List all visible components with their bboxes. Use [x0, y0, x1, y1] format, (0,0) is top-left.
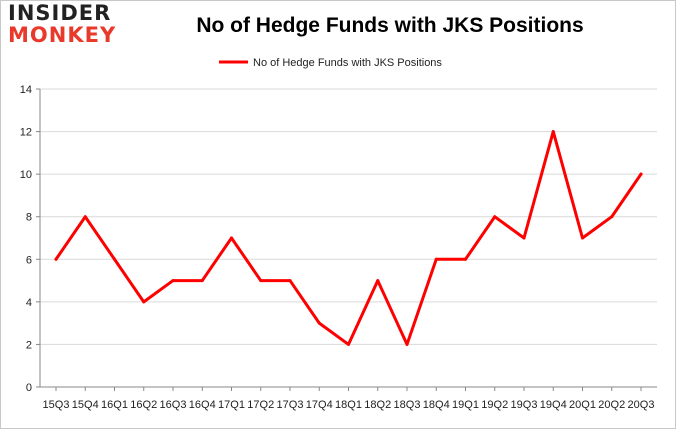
x-tick-label: 19Q3: [511, 399, 538, 411]
data-point: [230, 236, 233, 240]
data-point: [171, 279, 175, 283]
data-point: [142, 300, 146, 304]
data-point: [464, 257, 467, 261]
logo-text-top: INSIDER: [8, 1, 112, 25]
axes: [36, 88, 657, 391]
x-tick-label: 19Q1: [452, 399, 479, 411]
x-tick-label: 20Q1: [569, 399, 596, 411]
series-line-0: [54, 130, 643, 346]
x-tick-label: 17Q4: [306, 399, 333, 411]
legend: No of Hedge Funds with JKS Positions: [219, 57, 442, 69]
x-tick-label: 15Q4: [72, 399, 99, 411]
data-point: [317, 321, 321, 325]
x-tick-label: 18Q1: [335, 399, 362, 411]
x-tick-label: 20Q3: [628, 399, 655, 411]
data-point: [347, 342, 350, 346]
data-point: [493, 215, 497, 219]
y-tick-labels: 0 2 4 6 8 10 12 14: [20, 84, 32, 394]
y-tick-label: 10: [20, 169, 32, 181]
x-tick-label: 19Q2: [481, 399, 508, 411]
y-tick-label: 0: [26, 382, 32, 394]
data-point: [83, 215, 87, 219]
x-tick-label: 16Q2: [130, 399, 157, 411]
x-tick-label: 18Q4: [423, 399, 450, 411]
data-point: [522, 236, 526, 240]
data-point: [639, 172, 643, 176]
data-point: [610, 215, 614, 219]
y-tick-label: 8: [26, 212, 32, 224]
series-layer: [54, 130, 643, 346]
x-tick-label: 20Q2: [598, 399, 625, 411]
insider-monkey-logo: INSIDER MONKEY: [8, 2, 128, 52]
x-tick-label: 19Q4: [540, 399, 567, 411]
y-tick-label: 6: [26, 254, 32, 266]
y-tick-label: 12: [20, 127, 32, 139]
x-tick-label: 16Q1: [101, 399, 128, 411]
x-tick-labels: 15Q3 15Q4 16Q1 16Q2 16Q3 16Q4 17Q1 17Q2 17Q3 17Q4…: [43, 399, 655, 411]
x-tick-label: 15Q3: [43, 399, 70, 411]
data-point: [54, 257, 58, 261]
data-point: [376, 279, 380, 283]
data-point: [581, 236, 584, 240]
data-point: [288, 279, 292, 283]
data-point: [113, 257, 116, 261]
y-tick-label: 4: [26, 297, 32, 309]
data-point: [405, 342, 409, 346]
x-tick-label: 17Q1: [218, 399, 245, 411]
chart-title: No of Hedge Funds with JKS Positions: [196, 14, 584, 37]
x-tick-label: 16Q3: [160, 399, 187, 411]
data-point: [259, 279, 263, 283]
data-point: [434, 257, 438, 261]
x-tick-label: 17Q2: [247, 399, 274, 411]
x-tick-label: 18Q3: [394, 399, 421, 411]
x-tick-label: 16Q4: [189, 399, 216, 411]
x-tick-label: 17Q3: [277, 399, 304, 411]
grid-lines: [40, 88, 657, 345]
y-tick-label: 14: [20, 84, 32, 96]
legend-label: No of Hedge Funds with JKS Positions: [253, 57, 442, 69]
x-tick-label: 18Q2: [364, 399, 391, 411]
data-point: [200, 279, 204, 283]
y-tick-label: 2: [26, 339, 32, 351]
logo-text-bottom: MONKEY: [8, 23, 117, 47]
data-point: [551, 130, 555, 134]
